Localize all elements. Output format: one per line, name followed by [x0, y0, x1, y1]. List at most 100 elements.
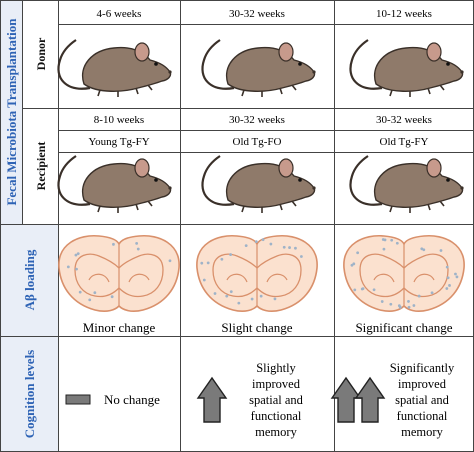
- plaque-dot: [213, 292, 217, 295]
- plaque-dot: [356, 251, 360, 255]
- plaque-dot: [389, 302, 393, 306]
- plaque-dot: [439, 249, 443, 252]
- plaque-dot: [269, 242, 273, 246]
- plaque-dot: [135, 241, 139, 245]
- cognition-2-line-4: functional: [251, 409, 302, 423]
- recipient-age-2: 30-32 weeks: [229, 114, 285, 126]
- cognition-2-line-3: spatial and: [249, 393, 304, 407]
- plaque-dot: [294, 246, 297, 250]
- plaque-dot: [200, 261, 204, 265]
- plaque-dot: [136, 247, 140, 251]
- plaque-dot: [380, 300, 384, 303]
- cognition-2-line-2: improved: [252, 377, 301, 391]
- no-change-bar-icon: [65, 394, 91, 405]
- fmt-row-label: Fecal Microbiota Transplantation: [4, 18, 19, 206]
- brain-section-icon: [58, 234, 180, 313]
- plaque-dot: [412, 304, 416, 307]
- plaque-dot: [445, 287, 449, 290]
- plaque-dot: [398, 305, 402, 309]
- plaque-dot: [76, 252, 80, 256]
- plaque-dot: [361, 287, 365, 291]
- abeta-label-1: Minor change: [83, 320, 156, 335]
- plaque-dot: [259, 294, 263, 298]
- cognition-row-label: Cognition levels: [22, 350, 37, 438]
- plaque-dot: [254, 240, 258, 244]
- plaque-dot: [261, 238, 265, 242]
- mouse-icon: [201, 38, 317, 99]
- mouse-icon: [349, 154, 465, 215]
- plaque-dot: [110, 295, 114, 299]
- plaque-dot: [299, 255, 303, 258]
- plaque-dot: [353, 288, 357, 292]
- plaque-dot: [225, 294, 229, 298]
- donor-age-3: 10-12 weeks: [376, 8, 432, 20]
- plaque-dot: [220, 257, 224, 261]
- plaque-dot: [273, 297, 277, 301]
- mouse-icon: [349, 38, 465, 99]
- plaque-dot: [78, 290, 82, 294]
- plaque-dot: [350, 263, 354, 267]
- plaque-dot: [75, 267, 78, 271]
- plaque-dot: [390, 238, 394, 242]
- abeta-label-2: Slight change: [221, 320, 292, 335]
- brain-section-icon: [343, 234, 465, 313]
- plaque-dot: [206, 261, 210, 265]
- up-arrow-icon: [355, 377, 385, 423]
- recipient-group-3: Old Tg-FY: [380, 136, 429, 148]
- recipient-group-2: Old Tg-FO: [233, 136, 282, 148]
- plaque-dot: [382, 247, 386, 251]
- plaque-dot: [88, 298, 92, 302]
- plaque-dot: [407, 300, 410, 303]
- cognition-3-line-3: spatial and: [395, 393, 450, 407]
- plaque-dot: [445, 265, 449, 269]
- up-arrow-icon: [197, 377, 227, 423]
- mouse-icon: [57, 38, 173, 99]
- donor-age-1: 4-6 weeks: [97, 8, 142, 20]
- up-arrow-icon: [331, 377, 361, 423]
- cognition-text-1: No change: [104, 392, 160, 407]
- plaque-dot: [250, 297, 254, 301]
- mouse-icon: [57, 154, 173, 215]
- plaque-dot: [282, 245, 286, 249]
- plaque-dot: [229, 290, 233, 294]
- brain-section-icon: [196, 234, 318, 313]
- recipient-age-3: 30-32 weeks: [376, 114, 432, 126]
- plaque-dots: [66, 238, 459, 309]
- plaque-dot: [395, 241, 399, 245]
- cognition-3-line-2: improved: [398, 377, 447, 391]
- plaque-dot: [407, 305, 411, 309]
- mouse-icon: [201, 154, 317, 215]
- plaque-dot: [288, 246, 291, 249]
- plaque-dot: [430, 291, 434, 295]
- plaque-dot: [202, 278, 206, 282]
- plaque-dot: [454, 272, 457, 276]
- recipient-row-label: Recipient: [34, 142, 48, 191]
- plaque-dot: [422, 248, 426, 252]
- donor-row-label: Donor: [34, 37, 48, 70]
- plaque-dot: [237, 301, 241, 305]
- plaque-dot: [383, 238, 387, 242]
- abeta-row-label: Aβ loading: [22, 249, 37, 310]
- plaque-dot: [244, 244, 248, 248]
- plaque-dot: [446, 276, 450, 280]
- plaque-dot: [93, 291, 97, 295]
- cognition-2-line-1: Slightly: [256, 361, 296, 375]
- cognition-2-line-5: memory: [255, 425, 297, 439]
- plaque-dot: [112, 242, 115, 246]
- plaque-dot: [74, 253, 78, 257]
- cognition-3-line-5: memory: [401, 425, 443, 439]
- abeta-label-bg: [0, 224, 58, 336]
- plaque-dot: [66, 265, 70, 269]
- plaque-dot: [372, 288, 376, 292]
- cognition-3-line-1: Significantly: [390, 361, 455, 375]
- plaque-dot: [455, 275, 459, 279]
- plaque-dot: [448, 284, 451, 287]
- plaque-dot: [229, 253, 232, 256]
- plaque-dot: [417, 294, 421, 298]
- recipient-age-1: 8-10 weeks: [94, 114, 144, 126]
- recipient-group-1: Young Tg-FY: [88, 136, 149, 148]
- cognition-label-bg: [0, 336, 58, 452]
- cognition-3-line-4: functional: [397, 409, 448, 423]
- donor-age-2: 30-32 weeks: [229, 8, 285, 20]
